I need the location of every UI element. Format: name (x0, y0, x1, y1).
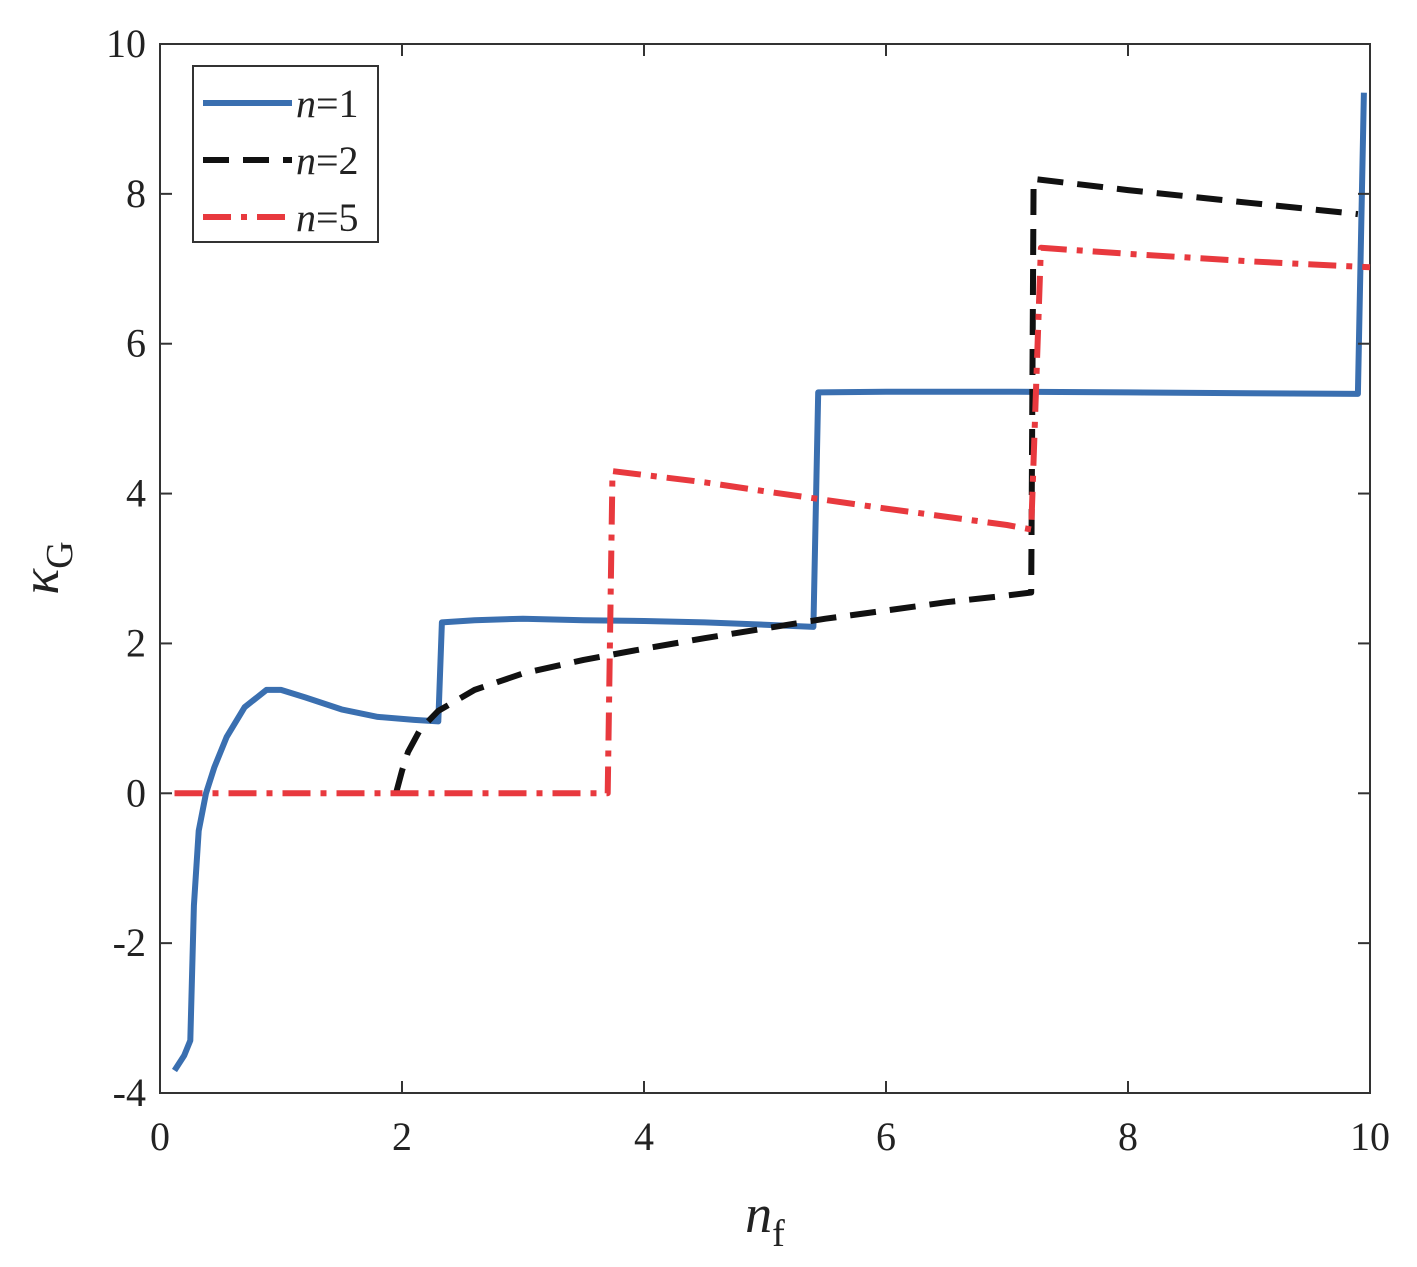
legend-label-rest: =5 (316, 195, 359, 240)
y-tick-label: 8 (126, 171, 146, 216)
legend: n=1n=2n=5 (192, 65, 379, 243)
x-axis-label: nf (745, 1184, 785, 1255)
y-tick-label: 6 (126, 321, 146, 366)
plot-frame (159, 43, 1371, 1094)
x-tick-label: 8 (1118, 1114, 1138, 1159)
y-axis-label-main: κ (10, 568, 70, 595)
y-tick-label: -4 (113, 1070, 146, 1115)
legend-box (192, 65, 379, 243)
axis-labels: nf κG (10, 541, 785, 1255)
y-axis-label: κG (10, 541, 81, 594)
legend-label-italic: n (296, 195, 316, 240)
x-axis-label-sub: f (772, 1213, 785, 1255)
legend-label-italic: n (296, 138, 316, 183)
legend-label-italic: n (296, 81, 316, 126)
x-tick-label: 6 (876, 1114, 896, 1159)
x-tick-label: 0 (150, 1114, 170, 1159)
y-tick-label: 4 (126, 471, 146, 516)
series-layer (171, 92, 1371, 1073)
x-tick-label: 10 (1350, 1114, 1390, 1159)
y-tick-label: -2 (113, 920, 146, 965)
x-axis-label-main: n (745, 1184, 772, 1244)
legend-label: n=5 (296, 195, 359, 240)
legend-label: n=2 (296, 138, 359, 183)
series-line-n5 (174, 244, 1371, 797)
x-tick-label: 4 (634, 1114, 654, 1159)
tick-layer: 0 2 4 6 8 10 -4 -2 0 2 4 6 8 10 (106, 21, 1390, 1159)
y-axis-label-sub: G (39, 541, 81, 568)
series-line-n2 (393, 175, 1359, 795)
y-tick-label: 2 (126, 620, 146, 665)
legend-label-rest: =1 (316, 81, 359, 126)
y-tick-label: 10 (106, 21, 146, 66)
legend-label-rest: =2 (316, 138, 359, 183)
y-tick-label: 0 (126, 770, 146, 815)
x-tick-label: 2 (392, 1114, 412, 1159)
legend-label: n=1 (296, 81, 359, 126)
series-line-n1 (171, 92, 1367, 1073)
